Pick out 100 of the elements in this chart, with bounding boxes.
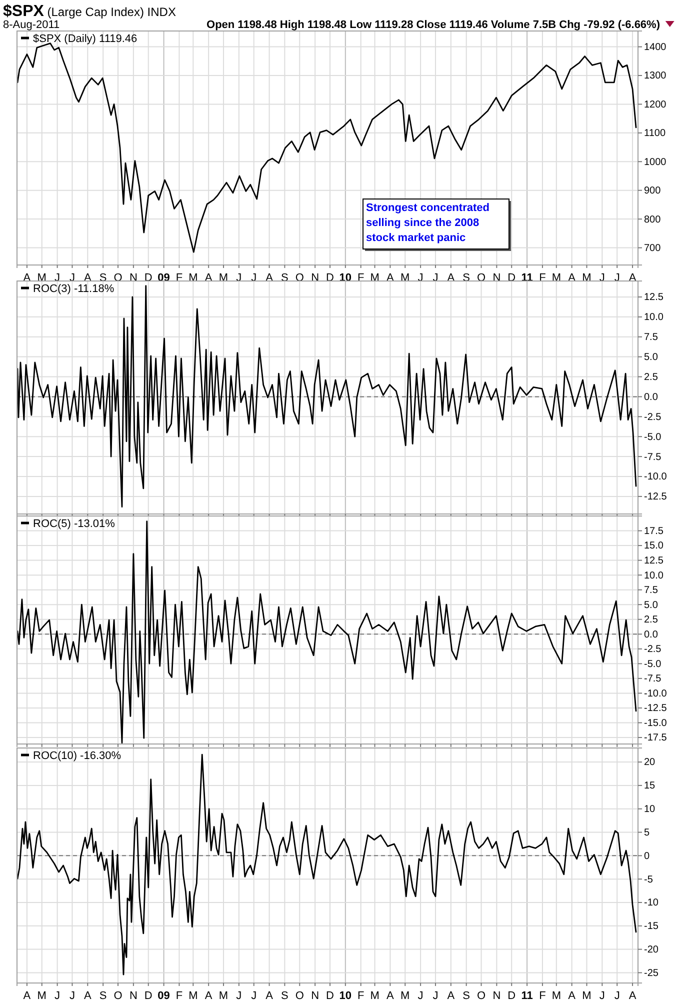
x-tick-label: F [357,272,364,284]
x-tick-label: N [492,990,501,1000]
y-tick-label: 10.0 [644,312,664,324]
y-tick-label: -20 [644,944,659,956]
y-tick-label: 0.0 [644,392,658,403]
y-tick-label: -15.0 [644,718,668,729]
x-tick-label: A [266,990,274,1000]
y-tick-label: 15 [644,780,656,792]
x-tick-label: O [295,990,304,1000]
x-tick-label: M [188,272,198,284]
y-tick-label: -5.0 [644,432,662,443]
line-series [16,520,637,744]
x-tick-label: N [311,990,320,1000]
x-tick-label: O [476,990,486,1000]
x-tick-label: M [188,990,198,1000]
x-tick-label: D [508,990,516,1000]
y-tick-label: -7.5 [644,452,662,463]
y-tick-label: 12.5 [644,556,664,566]
y-tick-label: 0 [644,850,650,862]
line-series [16,285,637,508]
y-tick-label: 1100 [644,128,666,140]
y-tick-label: 15.0 [644,540,664,552]
y-tick-label: 7.5 [644,585,658,596]
y-tick-label: 1000 [644,156,667,168]
y-tick-label: -5.0 [644,658,662,670]
x-tick-label: N [129,990,138,1000]
x-tick-label: 11 [521,990,533,1000]
x-tick-label: M [400,990,410,1000]
y-tick-label: 12.5 [644,292,664,304]
x-tick-label: A [204,990,213,1000]
x-tick-label: J [599,990,605,1000]
x-tick-label: F [176,272,183,284]
x-tick-label: M [552,990,561,1000]
x-tick-label: A [84,990,92,1000]
y-tick-label: 0.0 [644,629,658,640]
y-tick-label: -17.5 [644,732,668,744]
x-tick-label: M [582,990,592,1000]
y-tick-label: -2.5 [644,644,662,656]
x-tick-label: F [176,990,183,1000]
y-tick-label: 2.5 [644,372,658,383]
y-tick-label: -15 [644,921,659,932]
x-tick-label: D [144,990,152,1000]
x-tick-label: M [582,272,592,284]
chart-title: $SPX (Large Cap Index) INDX [3,3,176,20]
x-tick-label: A [386,990,395,1000]
x-tick-label: J [251,990,257,1000]
x-tick-label: O [114,990,123,1000]
y-tick-label: 7.5 [644,332,658,344]
x-tick-label: A [568,990,576,1000]
y-tick-label: -7.5 [644,674,662,685]
y-tick-label: 1400 [644,42,667,53]
y-tick-label: 1200 [644,99,667,110]
y-tick-label: 10.0 [644,570,664,582]
x-tick-label: J [54,990,60,1000]
y-tick-label: -10.0 [644,472,668,483]
y-tick-label: -12.5 [644,703,668,714]
y-tick-label: -12.5 [644,492,668,503]
y-tick-label: 17.5 [644,526,664,537]
annotation: Strongest concentrated selling since the 2008 stock market panic [366,202,490,244]
y-tick-label: 5 [644,827,650,838]
x-tick-label: J [69,990,75,1000]
x-tick-label: F [539,990,546,1000]
x-tick-label: J [614,990,620,1000]
x-tick-label: M [370,990,380,1000]
y-tick-label: 1300 [644,70,667,82]
x-tick-label: F [357,990,364,1000]
y-tick-label: 5.0 [644,352,658,364]
y-tick-label: -2.5 [644,412,662,423]
x-tick-label: J [236,990,242,1000]
x-tick-label: A [23,990,32,1000]
line-series [16,42,637,253]
legend-label: ROC(3) -11.18% [33,283,114,295]
chart-subtitle: 8-Aug-2011 [3,19,60,31]
x-tick-label: A [628,990,637,1000]
x-tick-label: F [539,272,546,284]
x-tick-label: S [462,990,470,1000]
x-tick-label: J [418,990,424,1000]
x-tick-label: 09 [158,990,170,1000]
x-tick-label: S [99,990,107,1000]
y-tick-label: 2.5 [644,614,658,626]
annotation: Open 1198.48 High 1198.48 Low 1119.28 Close 1119.46 Volume 7.5B Chg -79.92 (-6.66%) [206,19,660,31]
legend-label: ROC(10) -16.30% [33,750,122,762]
x-tick-label: J [432,990,438,1000]
y-tick-label: 10 [644,804,656,816]
y-tick-label: -10 [644,898,659,909]
x-tick-label: M [218,990,228,1000]
x-tick-label: A [447,990,456,1000]
x-tick-label: M [37,990,46,1000]
y-tick-label: -10.0 [644,688,668,700]
legend-label: $SPX (Daily) 1119.46 [33,33,138,45]
y-tick-label: 800 [644,214,662,226]
y-tick-label: 5.0 [644,600,658,611]
y-tick-label: 700 [644,242,662,254]
y-tick-label: 900 [644,186,662,197]
y-tick-label: 20 [644,757,656,768]
x-tick-label: S [281,990,288,1000]
legend-label: ROC(5) -13.01% [33,518,116,530]
x-tick-label: D [326,990,334,1000]
y-tick-label: -5 [644,874,654,886]
x-tick-label: 10 [339,990,352,1000]
